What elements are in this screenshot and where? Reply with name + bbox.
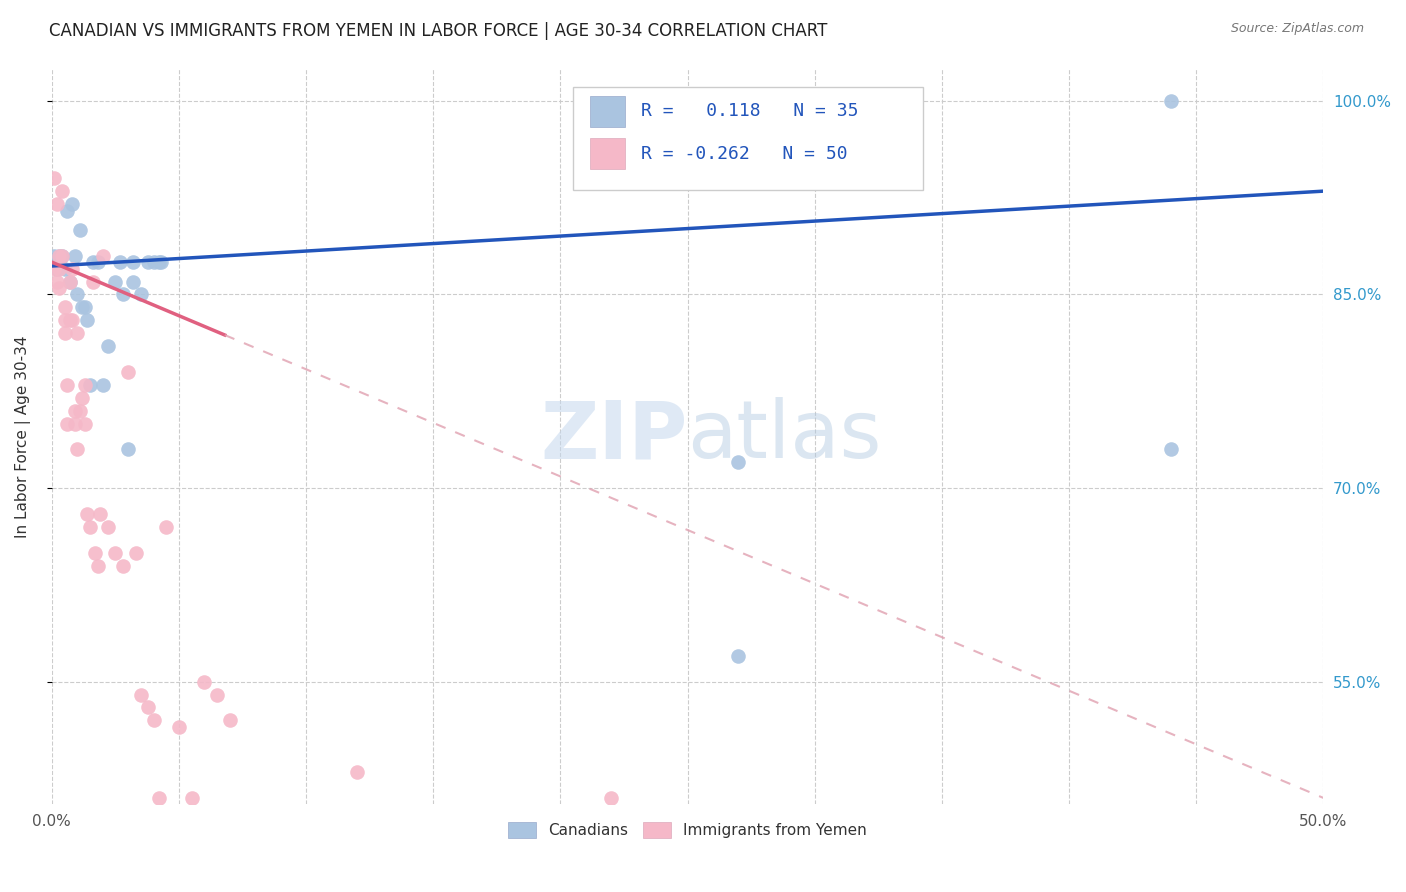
Legend: Canadians, Immigrants from Yemen: Canadians, Immigrants from Yemen xyxy=(502,816,873,845)
Text: Source: ZipAtlas.com: Source: ZipAtlas.com xyxy=(1230,22,1364,36)
Point xyxy=(122,275,145,289)
Point xyxy=(76,313,98,327)
Point xyxy=(56,377,79,392)
FancyBboxPatch shape xyxy=(589,138,626,169)
Point xyxy=(53,313,76,327)
Point xyxy=(167,720,190,734)
Point xyxy=(110,255,132,269)
Text: CANADIAN VS IMMIGRANTS FROM YEMEN IN LABOR FORCE | AGE 30-34 CORRELATION CHART: CANADIAN VS IMMIGRANTS FROM YEMEN IN LAB… xyxy=(49,22,828,40)
Point xyxy=(73,417,96,431)
Point xyxy=(53,301,76,315)
Point xyxy=(69,403,91,417)
Point xyxy=(79,377,101,392)
Point xyxy=(72,391,94,405)
Point xyxy=(66,326,89,340)
Point xyxy=(63,249,86,263)
Point xyxy=(193,674,215,689)
Point xyxy=(112,287,135,301)
Point xyxy=(66,442,89,457)
Point xyxy=(150,255,173,269)
Point xyxy=(45,197,67,211)
Point xyxy=(60,261,83,276)
Point xyxy=(125,546,148,560)
Point xyxy=(86,558,108,573)
Text: atlas: atlas xyxy=(688,398,882,475)
Point xyxy=(1160,94,1182,108)
Point xyxy=(155,520,177,534)
Point xyxy=(117,442,139,457)
Point xyxy=(205,688,228,702)
Point xyxy=(45,261,67,276)
Text: ZIP: ZIP xyxy=(540,398,688,475)
Point xyxy=(53,326,76,340)
Point xyxy=(48,255,70,269)
Point xyxy=(117,365,139,379)
Point xyxy=(142,714,165,728)
Point xyxy=(82,255,104,269)
Point xyxy=(59,275,82,289)
Point xyxy=(48,249,70,263)
Point xyxy=(112,558,135,573)
Point xyxy=(59,313,82,327)
Point xyxy=(91,249,114,263)
Point xyxy=(82,275,104,289)
Point xyxy=(56,417,79,431)
Point xyxy=(60,197,83,211)
Point xyxy=(142,255,165,269)
Y-axis label: In Labor Force | Age 30-34: In Labor Force | Age 30-34 xyxy=(15,335,31,538)
Text: R = -0.262   N = 50: R = -0.262 N = 50 xyxy=(641,145,848,162)
Point xyxy=(79,520,101,534)
Point xyxy=(97,339,120,353)
Point xyxy=(45,275,67,289)
Point xyxy=(69,223,91,237)
Point xyxy=(51,249,73,263)
FancyBboxPatch shape xyxy=(574,87,922,190)
Point xyxy=(72,301,94,315)
Point xyxy=(1160,442,1182,457)
Point xyxy=(73,377,96,392)
Point xyxy=(48,261,70,276)
Point xyxy=(73,301,96,315)
Point xyxy=(76,507,98,521)
Point xyxy=(60,313,83,327)
Point xyxy=(104,546,127,560)
Point xyxy=(218,714,240,728)
Point xyxy=(129,287,152,301)
Point xyxy=(148,255,170,269)
Point xyxy=(44,261,66,276)
Point xyxy=(59,275,82,289)
Point xyxy=(66,287,89,301)
Point xyxy=(51,249,73,263)
Point xyxy=(138,255,160,269)
Point xyxy=(97,520,120,534)
Point xyxy=(148,790,170,805)
Point xyxy=(63,417,86,431)
Point xyxy=(53,261,76,276)
Point xyxy=(63,403,86,417)
Point xyxy=(44,171,66,186)
FancyBboxPatch shape xyxy=(589,96,626,127)
Point xyxy=(727,455,749,469)
Point xyxy=(56,203,79,218)
Point xyxy=(48,249,70,263)
Point xyxy=(346,765,368,780)
Point xyxy=(727,648,749,663)
Point xyxy=(600,790,623,805)
Point xyxy=(44,249,66,263)
Point xyxy=(89,507,111,521)
Point xyxy=(91,377,114,392)
Point xyxy=(48,281,70,295)
Point xyxy=(122,255,145,269)
Text: R =   0.118   N = 35: R = 0.118 N = 35 xyxy=(641,103,858,120)
Point xyxy=(138,700,160,714)
Point xyxy=(104,275,127,289)
Point xyxy=(180,790,202,805)
Point xyxy=(129,688,152,702)
Point xyxy=(86,255,108,269)
Point xyxy=(51,184,73,198)
Point xyxy=(84,546,107,560)
